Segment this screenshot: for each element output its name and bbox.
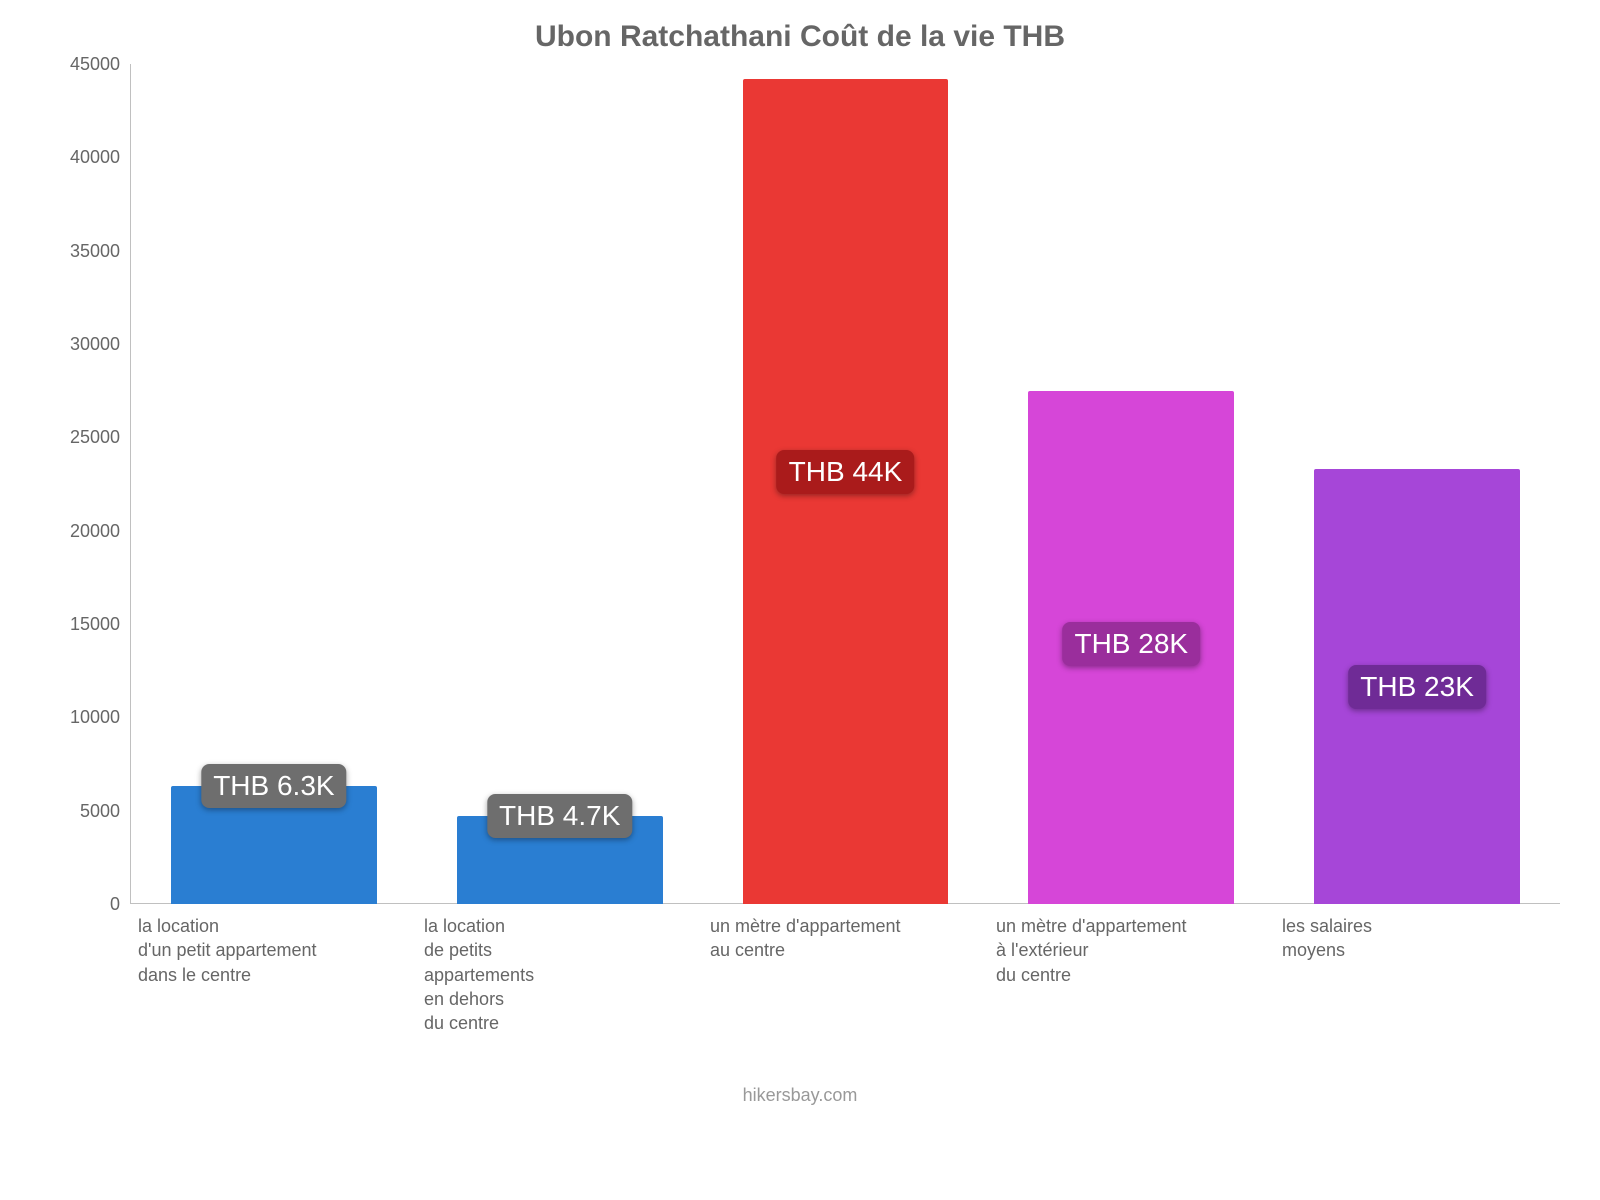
bar-slot: THB 6.3K	[131, 64, 417, 904]
bar-slot: THB 28K	[988, 64, 1274, 904]
bar-value-label: THB 28K	[1062, 622, 1200, 666]
plot-area: 4500040000350003000025000200001500010000…	[40, 64, 1560, 904]
chart-container: Ubon Ratchathani Coût de la vie THB 4500…	[0, 0, 1600, 1200]
x-axis-label: un mètre d'appartement au centre	[702, 914, 988, 1035]
bar: THB 6.3K	[171, 786, 377, 904]
bar-value-label: THB 6.3K	[201, 764, 346, 808]
x-axis-label: les salaires moyens	[1274, 914, 1560, 1035]
bar-value-label: THB 44K	[777, 450, 915, 494]
bar-slot: THB 44K	[703, 64, 989, 904]
bar-value-label: THB 23K	[1348, 665, 1486, 709]
x-axis-spacer	[40, 914, 130, 1035]
bar: THB 28K	[1028, 391, 1234, 904]
bar-slot: THB 23K	[1274, 64, 1560, 904]
bar: THB 44K	[743, 79, 949, 904]
bars-region: THB 6.3K THB 4.7K THB 44K THB 28K THB 23K	[130, 64, 1560, 904]
x-axis-label: la location de petits appartements en de…	[416, 914, 702, 1035]
x-axis-label: un mètre d'appartement à l'extérieur du …	[988, 914, 1274, 1035]
bar: THB 4.7K	[457, 816, 663, 904]
x-axis-labels: la location d'un petit appartement dans …	[130, 914, 1560, 1035]
chart-title: Ubon Ratchathani Coût de la vie THB	[40, 20, 1560, 54]
x-axis-label: la location d'un petit appartement dans …	[130, 914, 416, 1035]
bar: THB 23K	[1314, 469, 1520, 904]
bar-value-label: THB 4.7K	[487, 794, 632, 838]
bar-slot: THB 4.7K	[417, 64, 703, 904]
x-axis: la location d'un petit appartement dans …	[40, 914, 1560, 1035]
y-axis: 4500040000350003000025000200001500010000…	[40, 64, 130, 904]
source-caption: hikersbay.com	[40, 1085, 1560, 1106]
